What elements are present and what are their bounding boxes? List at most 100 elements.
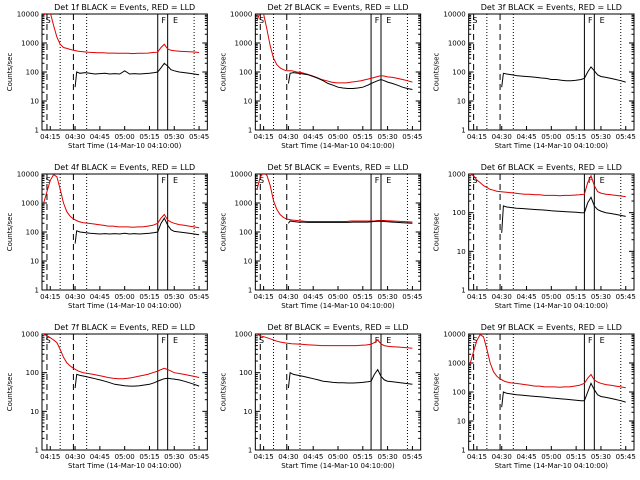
marker-F: F — [588, 176, 593, 185]
series-line-events — [287, 368, 413, 389]
x-axis-label: Start Time (14-Mar-10 04:10:00) — [495, 462, 609, 470]
y-tick-label: 1000 — [448, 40, 466, 48]
panel-title: Det 1f BLACK = Events, RED = LLD — [54, 3, 195, 12]
marker-F: F — [588, 336, 593, 345]
y-tick-label: 100 — [239, 369, 252, 377]
y-tick-label: 100 — [452, 389, 465, 397]
y-tick-label: 1000 — [448, 360, 466, 368]
panel-title: Det 6f BLACK = Events, RED = LLD — [481, 163, 622, 172]
y-axis-label: Counts/sec — [219, 373, 227, 412]
y-axis-label: Counts/sec — [433, 373, 441, 412]
x-tick-label: 05:30 — [164, 293, 184, 301]
plot-frame — [468, 173, 635, 291]
x-tick-label: 05:15 — [139, 293, 159, 301]
marker-S: S — [259, 16, 264, 25]
y-tick-label: 10 — [457, 98, 466, 106]
y-axis-label: Counts/sec — [6, 373, 14, 412]
plot-frame — [468, 13, 635, 131]
y-tick-label: 1000 — [448, 171, 466, 179]
x-tick-label: 05:00 — [328, 453, 348, 461]
x-tick-label: 04:15 — [40, 133, 60, 141]
x-axis-label: Start Time (14-Mar-10 04:10:00) — [68, 462, 182, 470]
plot-frame — [254, 13, 422, 131]
series-line-events — [287, 72, 413, 90]
x-axis-label: Start Time (14-Mar-10 04:10:00) — [68, 142, 182, 150]
x-tick-label: 04:15 — [254, 133, 274, 141]
series-line-lld — [469, 334, 626, 389]
marker-F: F — [161, 336, 166, 345]
y-tick-label: 1000 — [235, 40, 253, 48]
x-tick-label: 05:00 — [115, 293, 135, 301]
x-tick-label: 05:45 — [402, 133, 422, 141]
series-line-lld — [256, 174, 413, 223]
series-line-lld — [43, 334, 200, 380]
y-tick-label: 1000 — [235, 200, 253, 208]
x-tick-label: 04:30 — [278, 293, 298, 301]
y-tick-label: 10000 — [17, 11, 39, 19]
x-tick-label: 05:15 — [353, 453, 373, 461]
y-tick-label: 10 — [30, 98, 39, 106]
panel-9: Det 9f BLACK = Events, RED = LLD S F E 04:15… — [433, 323, 636, 470]
y-tick-label: 1000 — [21, 331, 39, 339]
y-tick-label: 10000 — [230, 11, 252, 19]
y-tick-label: 10 — [243, 98, 252, 106]
x-tick-label: 05:15 — [139, 133, 159, 141]
x-tick-label: 05:00 — [115, 133, 135, 141]
x-tick-label: 05:00 — [541, 133, 561, 141]
x-tick-label: 04:45 — [516, 293, 536, 301]
marker-E: E — [600, 16, 605, 25]
x-tick-label: 05:45 — [189, 133, 209, 141]
panel-title: Det 7f BLACK = Events, RED = LLD — [54, 323, 195, 332]
x-tick-label: 04:30 — [278, 453, 298, 461]
y-tick-label: 10 — [243, 408, 252, 416]
x-tick-label: 04:15 — [40, 293, 60, 301]
series-line-events — [501, 382, 626, 408]
y-tick-label: 10 — [457, 418, 466, 426]
x-tick-label: 04:30 — [492, 293, 512, 301]
plot-frame — [41, 333, 208, 451]
x-tick-label: 04:30 — [492, 453, 512, 461]
x-tick-label: 05:45 — [402, 293, 422, 301]
panel-title: Det 4f BLACK = Events, RED = LLD — [54, 163, 195, 172]
series-line-events — [501, 196, 626, 233]
x-tick-label: 04:45 — [516, 453, 536, 461]
marker-F: F — [161, 176, 166, 185]
marker-F: F — [588, 16, 593, 25]
y-tick-label: 10 — [30, 258, 39, 266]
x-tick-label: 04:15 — [40, 453, 60, 461]
marker-F: F — [375, 16, 380, 25]
x-tick-label: 05:30 — [378, 293, 398, 301]
series-line-lld — [470, 174, 626, 198]
x-tick-label: 05:15 — [566, 133, 586, 141]
series-line-lld — [43, 14, 200, 55]
y-tick-label: 10 — [457, 248, 466, 256]
x-tick-label: 04:30 — [278, 133, 298, 141]
marker-S: S — [46, 16, 51, 25]
y-tick-label: 100 — [26, 369, 39, 377]
x-axis-label: Start Time (14-Mar-10 04:10:00) — [281, 302, 395, 310]
panel-3: Det 3f BLACK = Events, RED = LLD S F E 04:15… — [433, 3, 636, 150]
marker-F: F — [161, 16, 166, 25]
plot-frame — [468, 333, 635, 451]
y-tick-label: 1 — [35, 287, 39, 295]
marker-S: S — [46, 176, 51, 185]
y-tick-label: 10000 — [230, 171, 252, 179]
x-tick-label: 04:15 — [467, 453, 487, 461]
y-tick-label: 1 — [461, 127, 465, 135]
y-tick-label: 1 — [248, 127, 252, 135]
x-tick-label: 04:45 — [90, 293, 110, 301]
x-tick-label: 04:30 — [65, 133, 85, 141]
x-tick-label: 04:45 — [516, 133, 536, 141]
y-tick-label: 100 — [452, 69, 465, 77]
x-tick-label: 05:45 — [189, 453, 209, 461]
x-tick-label: 05:00 — [115, 453, 135, 461]
marker-E: E — [386, 16, 391, 25]
marker-S: S — [472, 336, 477, 345]
y-tick-label: 1 — [35, 447, 39, 455]
series-line-events — [501, 66, 626, 88]
y-tick-label: 100 — [26, 69, 39, 77]
